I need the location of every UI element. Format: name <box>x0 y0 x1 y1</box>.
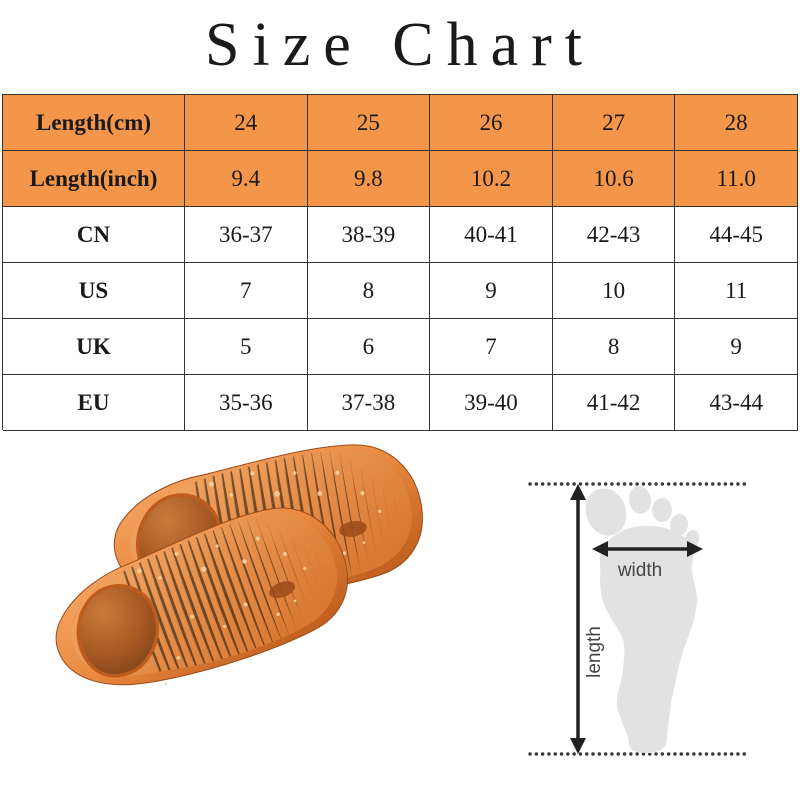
svg-text:length: length <box>584 626 605 678</box>
svg-text:width: width <box>617 560 662 581</box>
